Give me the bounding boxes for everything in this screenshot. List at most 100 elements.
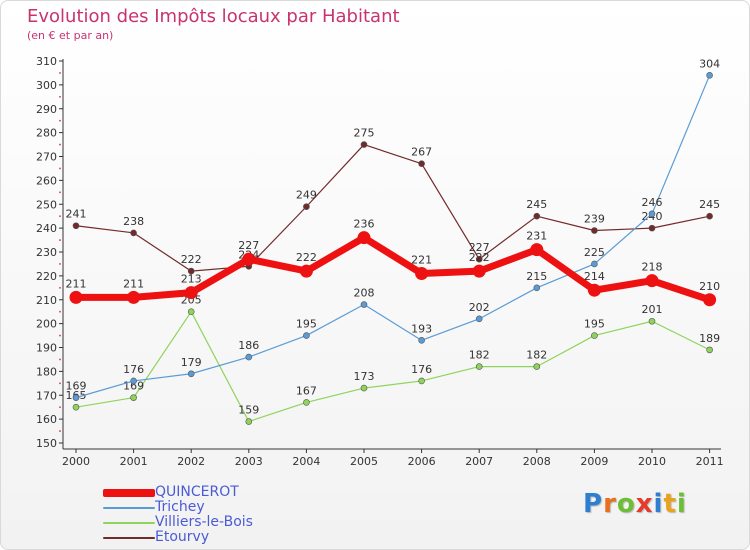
x-tick-label: 2005 [350,455,378,468]
data-label-quincerot: 211 [123,277,144,290]
y-tick-label: 230 [36,246,57,259]
series-line-villiers-le-bois [75,311,711,423]
data-point-etourvy [475,255,483,263]
data-point-trichey [648,210,656,218]
data-label-quincerot: 236 [354,218,375,231]
data-label-trichey: 186 [238,339,259,352]
y-minor-tick [59,143,61,146]
series-line-trichey [75,74,711,399]
data-label-quincerot: 213 [181,273,202,286]
data-label-quincerot: 222 [469,251,490,264]
logo-letter: P [583,489,604,519]
x-tick-label: 2003 [235,455,263,468]
data-point-quincerot [69,290,83,304]
y-minor-tick [59,406,61,409]
y-minor-tick [59,263,61,265]
y-minor-tick [59,382,61,385]
data-point-etourvy [187,267,195,275]
legend-item: Villiers-le-Bois [103,514,253,530]
data-label-quincerot: 231 [526,230,547,243]
data-label-villiers-le-bois: 176 [411,363,432,376]
logo-letter: t [663,489,677,519]
data-point-trichey [245,353,253,361]
y-tick-label: 260 [36,174,57,187]
data-label-villiers-le-bois: 201 [642,303,663,316]
y-minor-tick [59,239,61,241]
y-minor-tick [59,119,61,122]
data-label-etourvy: 222 [181,253,202,266]
data-label-quincerot: 211 [66,277,87,290]
data-point-trichey [303,332,310,339]
logo-letter: x [635,489,654,519]
x-tick-label: 2000 [62,455,90,468]
legend-item: QUINCEROT [103,484,239,500]
data-point-quincerot [415,266,429,280]
data-point-trichey [475,315,483,323]
data-point-quincerot [645,274,659,288]
chart-legend: QUINCEROT Trichey Villiers-le-Bois Etourvy [103,484,253,545]
data-label-villiers-le-bois: 195 [584,318,605,331]
data-point-villiers-le-bois [648,317,656,325]
data-point-villiers-le-bois [533,363,541,370]
data-point-quincerot [357,231,371,245]
series-line-etourvy [75,143,711,272]
y-tick-label: 210 [36,294,57,307]
logo-letter: o [616,489,636,519]
legend-swatch [103,488,155,497]
data-point-villiers-le-bois [245,418,253,425]
data-point-etourvy [648,224,656,232]
data-point-quincerot [299,264,313,278]
y-tick-label: 200 [36,318,57,331]
data-label-quincerot: 221 [411,253,432,266]
data-point-villiers-le-bois [706,346,713,354]
data-point-etourvy [591,227,598,234]
x-tick-label: 2008 [523,455,551,468]
data-point-villiers-le-bois [187,308,195,315]
chart-subtitle: (en € et par an) [27,29,114,42]
data-point-quincerot [184,286,198,300]
data-label-trichey: 169 [66,380,87,393]
x-tick-label: 2004 [292,455,320,468]
data-label-quincerot: 214 [584,270,605,283]
data-point-quincerot [530,243,544,257]
data-point-etourvy [130,229,137,237]
data-label-villiers-le-bois: 182 [469,349,490,362]
data-point-etourvy [533,212,541,220]
data-point-etourvy [72,222,80,230]
data-point-etourvy [303,203,310,210]
legend-swatch [103,521,155,524]
series-line-quincerot [72,234,714,304]
data-label-etourvy: 227 [469,241,490,254]
y-tick-label: 280 [36,127,57,140]
data-point-villiers-le-bois [72,403,80,411]
y-tick-label: 190 [36,342,57,355]
data-label-trichey: 304 [699,57,720,70]
data-point-quincerot [472,264,486,278]
data-point-etourvy [360,141,368,148]
y-minor-tick [59,167,61,170]
data-label-villiers-le-bois: 189 [699,332,720,345]
x-tick-label: 2011 [696,455,724,468]
data-label-trichey: 176 [123,363,144,376]
y-minor-tick [59,215,61,218]
y-minor-tick [59,334,61,337]
y-minor-tick [59,286,61,289]
data-label-etourvy: 275 [354,127,375,140]
data-label-trichey: 179 [181,356,202,369]
data-point-trichey [591,260,598,268]
data-label-villiers-le-bois: 167 [296,384,317,397]
data-label-etourvy: 249 [296,189,317,202]
proxiti-logo: Proxiti [583,489,687,519]
legend-swatch [103,536,155,539]
legend-swatch [103,506,155,509]
y-minor-tick [59,358,61,361]
legend-item: Etourvy [103,529,209,545]
y-tick-label: 160 [36,413,57,426]
data-label-quincerot: 227 [238,239,259,252]
data-point-trichey [72,394,80,401]
data-point-villiers-le-bois [475,363,483,370]
y-tick-label: 290 [36,103,57,116]
data-label-trichey: 208 [354,287,375,300]
